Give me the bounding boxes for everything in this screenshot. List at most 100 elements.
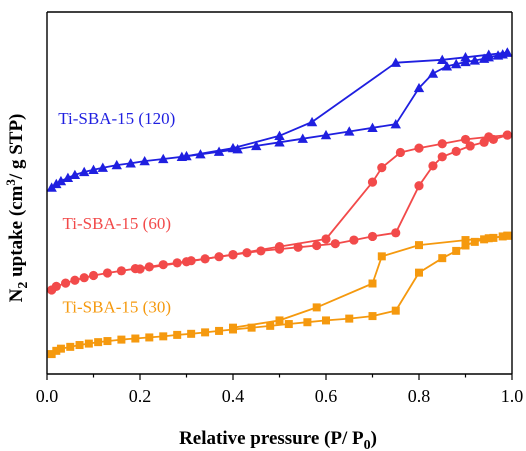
adsorption-point (111, 159, 122, 170)
adsorption-point (322, 316, 330, 325)
adsorption-point (97, 162, 108, 172)
adsorption-point (117, 335, 126, 344)
desorption-point (460, 134, 471, 145)
plot-area: Ti-SBA-15 (120) Ti-SBA-15 (60) Ti-SBA-15 (… (46, 47, 513, 359)
adsorption-line (51, 234, 508, 355)
adsorption-point (47, 350, 56, 359)
adsorption-point (284, 320, 293, 329)
adsorption-point (330, 239, 340, 249)
desorption-point (483, 49, 494, 59)
adsorption-point (451, 146, 461, 156)
adsorption-point (320, 129, 332, 140)
adsorption-point (344, 126, 355, 136)
adsorption-point (69, 169, 81, 180)
adsorption-point (70, 275, 80, 285)
desorption-point (377, 163, 387, 173)
desorption-point (502, 130, 512, 140)
adsorption-point (187, 329, 196, 338)
desorption-point (460, 52, 471, 62)
adsorption-point (415, 268, 423, 277)
desorption-point (227, 142, 239, 153)
desorption-point (390, 57, 401, 67)
adsorption-point (46, 182, 57, 192)
desorption-point (461, 236, 470, 245)
adsorption-point (84, 339, 93, 348)
adsorption-point (414, 181, 424, 191)
adsorption-point (159, 332, 168, 341)
desorption-point (321, 234, 331, 244)
desorption-point (377, 252, 386, 261)
adsorption-point (88, 164, 99, 174)
adsorption-point (66, 342, 75, 351)
adsorption-point (441, 61, 453, 71)
x-tick-label: 0.8 (408, 386, 431, 406)
adsorption-point (390, 119, 401, 129)
adsorption-point (460, 56, 471, 67)
x-tick-label: 0.6 (315, 386, 338, 406)
adsorption-point (247, 323, 256, 332)
desorption-point (484, 234, 493, 243)
adsorption-point (461, 241, 470, 250)
desorption-point (275, 316, 284, 325)
x-tick-label: 0.2 (129, 386, 152, 406)
desorption-point (437, 139, 447, 149)
desorption-point (228, 249, 238, 260)
adsorption-point (56, 344, 65, 353)
desorption-point (229, 323, 237, 332)
desorption-point (395, 147, 405, 158)
y-axis-title: N2 uptake (cm3/ g STP) (3, 114, 31, 303)
adsorption-point (469, 55, 480, 65)
series-label: Ti-SBA-15 (60) (63, 214, 171, 233)
desorption-point (306, 116, 318, 127)
desorption-point (135, 264, 145, 274)
desorption-point (312, 303, 321, 312)
adsorption-point (62, 172, 74, 182)
x-tick-label: 0.0 (36, 386, 59, 406)
desorption-point (274, 130, 285, 140)
adsorption-point (427, 68, 439, 78)
adsorption-point (470, 237, 479, 246)
adsorption-point (266, 321, 275, 330)
adsorption-point (345, 314, 354, 323)
desorption-point (484, 132, 494, 142)
adsorption-point (55, 175, 67, 186)
adsorption-point (88, 270, 99, 281)
adsorption-point (51, 178, 62, 189)
adsorption-point (367, 231, 378, 242)
desorption-point (437, 54, 448, 64)
desorption-point (503, 231, 512, 240)
adsorption-point (201, 328, 210, 337)
desorption-point (368, 279, 377, 288)
adsorption-point (145, 333, 154, 342)
adsorption-point (465, 141, 475, 151)
adsorption-point (103, 337, 112, 346)
adsorption-point (297, 133, 308, 143)
adsorption-point (173, 330, 182, 339)
desorption-point (274, 241, 285, 252)
x-axis-title: Relative pressure (P/ P0) (179, 428, 377, 451)
adsorption-point (303, 318, 312, 327)
adsorption-point (94, 338, 103, 347)
desorption-point (181, 257, 192, 267)
adsorption-point (413, 82, 425, 93)
adsorption-point (75, 341, 84, 350)
adsorption-point (251, 140, 262, 151)
adsorption-point (274, 137, 285, 147)
series-1: Ti-SBA-15 (120) (46, 47, 513, 192)
adsorption-point (452, 246, 461, 255)
adsorption-point (312, 240, 322, 251)
adsorption-point (451, 58, 462, 69)
adsorption-point (293, 242, 303, 252)
series-label: Ti-SBA-15 (120) (58, 109, 175, 128)
adsorption-point (438, 254, 447, 263)
adsorption-point (215, 326, 224, 335)
adsorption-point (116, 266, 126, 276)
adsorption-point (158, 153, 169, 164)
desorption-point (414, 143, 424, 153)
adsorption-point (391, 228, 401, 238)
adsorption-point (79, 273, 89, 283)
adsorption-point (102, 268, 113, 278)
adsorption-point (61, 278, 71, 288)
adsorption-point (367, 122, 378, 132)
adsorption-point (349, 235, 359, 245)
